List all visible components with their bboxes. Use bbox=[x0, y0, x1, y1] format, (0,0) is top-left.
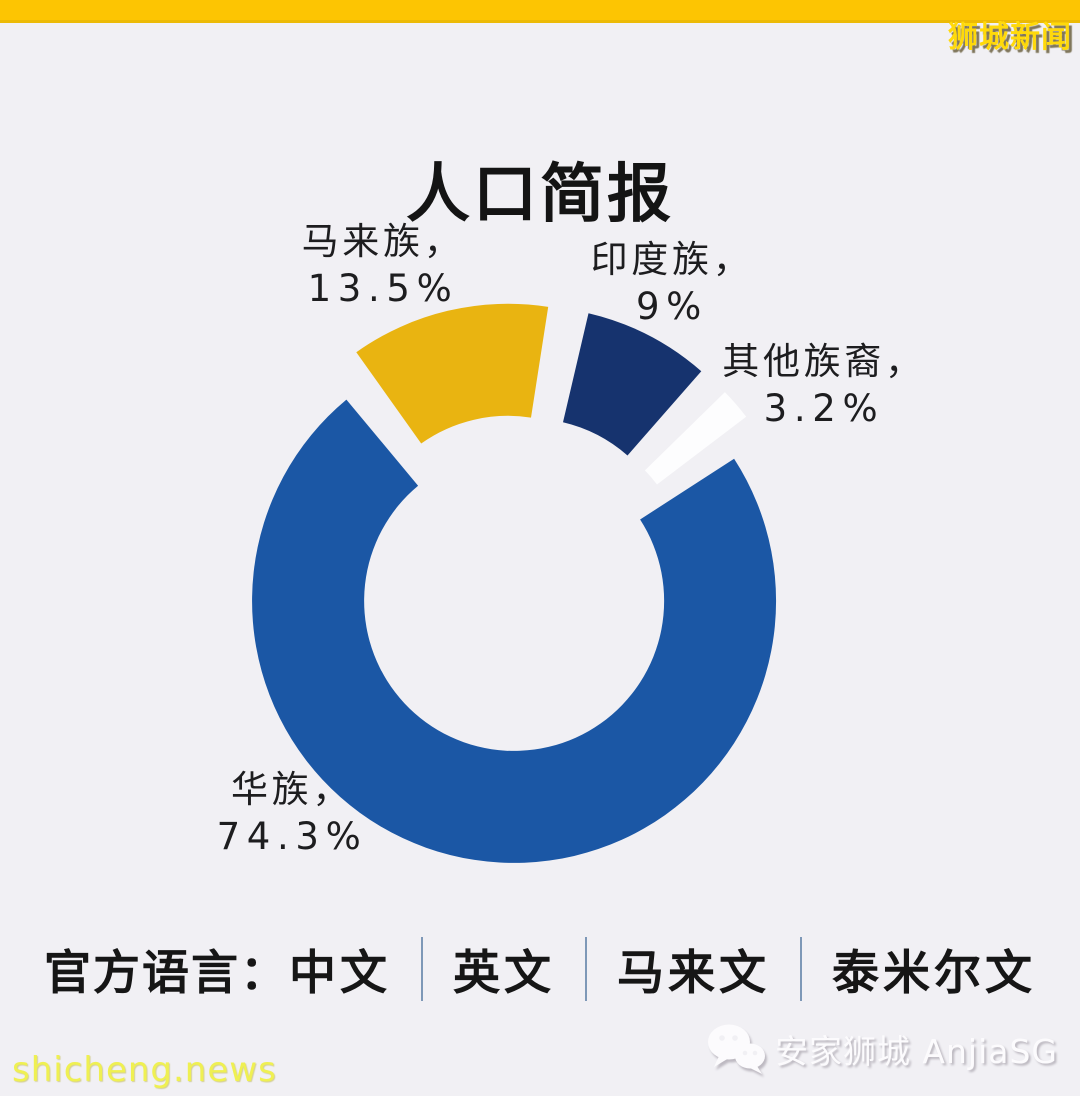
language-divider bbox=[800, 936, 802, 1001]
donut-slice-3 bbox=[252, 399, 777, 863]
language-item: 马来文 bbox=[617, 946, 770, 1001]
slice-label-malay: 马来族， 13.5% bbox=[302, 218, 465, 313]
site-name: shicheng.news bbox=[12, 1050, 277, 1090]
language-item: 泰米尔文 bbox=[832, 946, 1036, 1001]
official-languages-label: 官方语言： bbox=[44, 946, 289, 1001]
language-item: 英文 bbox=[453, 946, 555, 1001]
top-yellow-bar bbox=[0, 0, 1080, 23]
slice-label-chinese-name: 华族， bbox=[230, 768, 354, 811]
slice-label-indian: 印度族， 9% bbox=[591, 236, 754, 331]
slice-label-chinese-value: 74.3% bbox=[216, 815, 368, 859]
official-languages-row: 官方语言： 中文 英文 马来文 泰米尔文 bbox=[0, 934, 1080, 1003]
donut-slice-2 bbox=[644, 392, 747, 485]
slice-label-chinese: 华族， 74.3% bbox=[217, 766, 368, 861]
slice-label-malay-value: 13.5% bbox=[307, 267, 459, 311]
slice-label-indian-value: 9% bbox=[635, 285, 709, 329]
wechat-icon bbox=[707, 1024, 765, 1074]
page-title: 人口简报 bbox=[406, 157, 674, 232]
watermark-text: 安家狮城 AnjiaSG bbox=[774, 1032, 1058, 1071]
language-divider bbox=[585, 936, 587, 1001]
watermark: 安家狮城 AnjiaSG bbox=[705, 1022, 1058, 1076]
slice-label-others-name: 其他族裔， bbox=[722, 340, 926, 383]
language-list: 中文 英文 马来文 泰米尔文 bbox=[289, 934, 1036, 1003]
slice-label-indian-name: 印度族， bbox=[590, 238, 754, 281]
language-item: 中文 bbox=[289, 946, 391, 1001]
slice-label-malay-name: 马来族， bbox=[301, 220, 465, 263]
donut-slice-4 bbox=[356, 303, 549, 444]
language-divider bbox=[421, 936, 423, 1001]
brand-logo: 狮城新闻 bbox=[948, 20, 1072, 55]
slice-label-others-value: 3.2% bbox=[763, 387, 885, 431]
slice-label-others: 其他族裔， 3.2% bbox=[722, 338, 926, 433]
donut-slice-1 bbox=[563, 313, 702, 456]
